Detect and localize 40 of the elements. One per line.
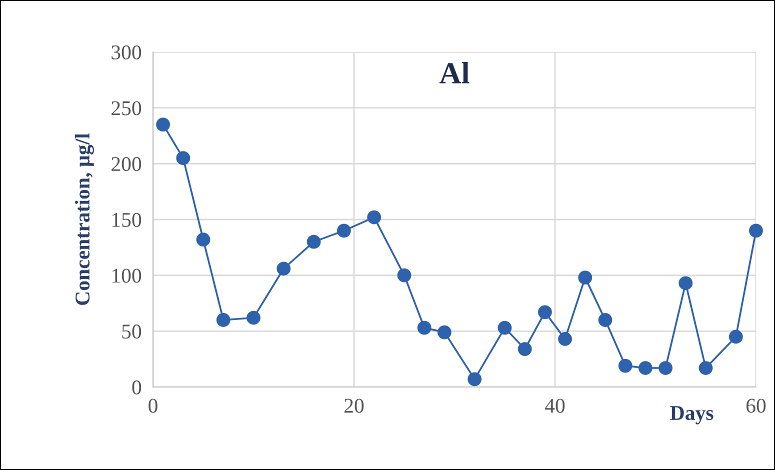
point bbox=[196, 232, 210, 247]
x-axis-title: Days bbox=[670, 406, 714, 424]
point bbox=[749, 224, 763, 238]
point bbox=[658, 361, 672, 375]
point bbox=[306, 234, 321, 249]
y-tick-label: 200 bbox=[112, 157, 142, 172]
point bbox=[367, 210, 382, 224]
point bbox=[468, 372, 482, 386]
point bbox=[698, 361, 713, 375]
y-tick-label: 150 bbox=[112, 212, 142, 227]
y-axis-title: Concentration, µg/l bbox=[74, 133, 94, 305]
y-tick-label: 100 bbox=[112, 268, 142, 283]
point bbox=[156, 118, 170, 132]
point bbox=[438, 325, 452, 340]
chart-title: Al bbox=[440, 62, 470, 84]
point bbox=[678, 276, 693, 290]
x-tick-label: 40 bbox=[544, 398, 565, 413]
point bbox=[216, 313, 230, 327]
x-tick-label: 60 bbox=[746, 398, 766, 413]
point bbox=[176, 151, 190, 166]
point bbox=[417, 320, 432, 335]
point bbox=[538, 305, 552, 320]
y-tick-label: 0 bbox=[132, 380, 142, 394]
point bbox=[598, 313, 612, 327]
point bbox=[498, 320, 512, 335]
y-tick-label: 50 bbox=[122, 324, 142, 339]
point bbox=[276, 262, 291, 276]
point bbox=[337, 224, 351, 238]
point bbox=[638, 361, 652, 375]
y-tick-label: 300 bbox=[112, 45, 142, 60]
point bbox=[246, 310, 260, 325]
point bbox=[578, 270, 592, 285]
x-tick-label: 20 bbox=[344, 398, 364, 413]
point bbox=[618, 358, 632, 373]
point bbox=[558, 332, 572, 346]
point bbox=[728, 330, 743, 344]
point bbox=[397, 268, 412, 282]
point bbox=[518, 342, 532, 356]
y-tick-label: 250 bbox=[112, 101, 142, 116]
x-tick-label: 0 bbox=[148, 398, 158, 413]
